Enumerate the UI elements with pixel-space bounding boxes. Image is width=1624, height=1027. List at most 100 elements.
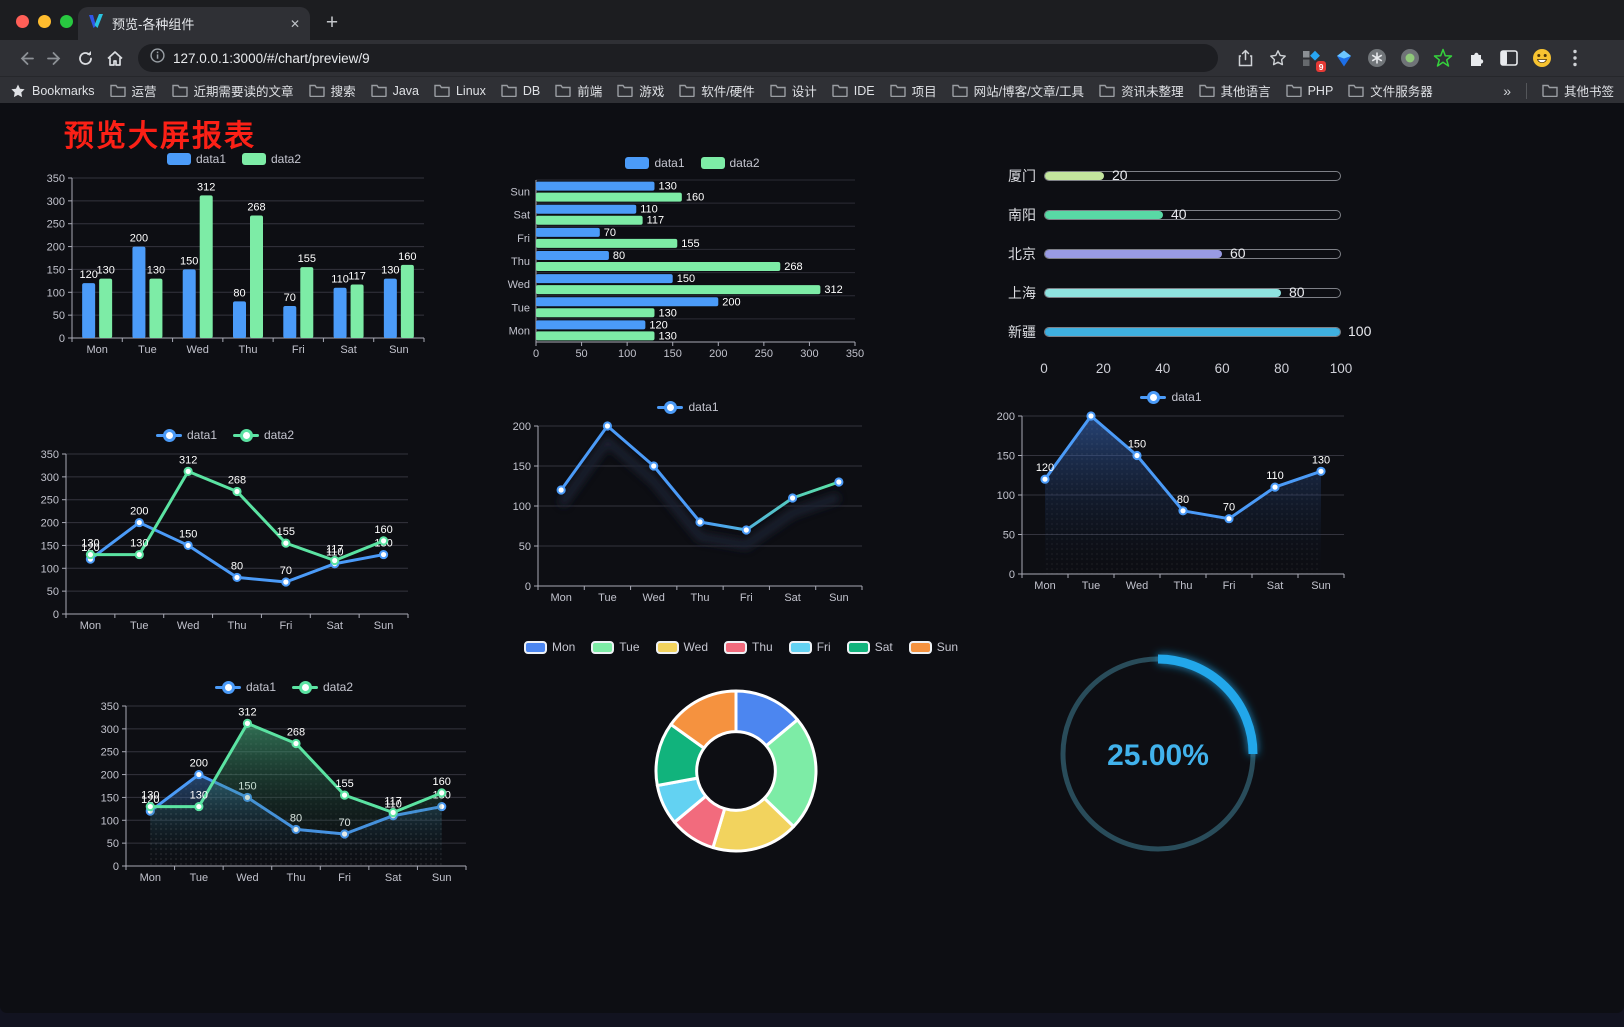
extension-star-icon[interactable] <box>1430 45 1456 71</box>
horizontal-bar-chart[interactable]: data1 data2 0 50 100 150 200 250 300 350 Sun 130 160… <box>500 152 885 364</box>
legend-item[interactable]: data2 <box>700 156 760 170</box>
legend-item[interactable]: Sat <box>846 640 893 654</box>
svg-text:80: 80 <box>233 287 245 299</box>
svg-text:Fri: Fri <box>1223 580 1236 592</box>
svg-text:130: 130 <box>381 265 399 277</box>
bookmark-item[interactable]: Java <box>370 84 419 98</box>
svg-text:312: 312 <box>824 284 842 296</box>
bookmark-star-icon[interactable] <box>1265 45 1291 71</box>
legend-item[interactable]: data1 <box>1140 390 1202 404</box>
bookmark-item[interactable]: 运营 <box>109 81 157 100</box>
bookmark-item[interactable]: 软件/硬件 <box>679 81 755 100</box>
url-text[interactable]: 127.0.0.1:3000/#/chart/preview/9 <box>173 50 370 66</box>
svg-text:100: 100 <box>101 815 119 827</box>
legend-item[interactable]: Tue <box>591 640 640 654</box>
bookmark-item[interactable]: DB <box>501 84 540 98</box>
back-button[interactable] <box>10 43 40 73</box>
progress-label: 新疆 <box>1008 323 1036 340</box>
two-series-line-chart[interactable]: data1 data2 0 50 100 150 200 250 300 350 Mon Tue Wed… <box>30 424 420 636</box>
forward-button[interactable] <box>40 43 70 73</box>
bookmark-item[interactable]: 文件服务器 <box>1348 81 1433 100</box>
bookmark-item[interactable]: 其他语言 <box>1198 81 1271 100</box>
legend-item[interactable]: data2 <box>292 680 353 694</box>
new-tab-button[interactable]: + <box>325 11 339 34</box>
svg-text:50: 50 <box>53 310 65 322</box>
donut-chart[interactable]: Mon Tue Wed Thu Fri Sat Sun <box>523 636 958 868</box>
svg-text:80: 80 <box>613 250 625 262</box>
bookmark-item[interactable]: 网站/博客/文章/工具 <box>951 81 1084 100</box>
svg-text:Tue: Tue <box>1082 580 1101 592</box>
svg-text:312: 312 <box>179 454 197 466</box>
legend-item[interactable]: data1 <box>155 428 217 442</box>
progress-bar-chart[interactable]: 厦门 20 南阳 40 北京 60 上海 80 新疆 100 0 20 40 60 80 100 <box>990 152 1374 384</box>
legend-item[interactable]: Mon <box>523 640 575 654</box>
site-info-icon[interactable] <box>150 48 165 68</box>
svg-text:Thu: Thu <box>239 344 258 356</box>
bookmark-item[interactable]: 近期需要读的文章 <box>171 81 294 100</box>
bookmark-item[interactable]: IDE <box>832 84 875 98</box>
svg-text:130: 130 <box>147 265 165 277</box>
extension-record-icon[interactable] <box>1397 45 1423 71</box>
folder-icon <box>171 84 188 97</box>
extension-grid-icon[interactable]: 9 <box>1298 45 1326 72</box>
zoom-window-button[interactable] <box>60 15 73 28</box>
legend-item[interactable]: Thu <box>724 640 773 654</box>
bookmark-item[interactable]: 游戏 <box>617 81 664 100</box>
folder-icon <box>1099 84 1115 97</box>
folder-icon <box>679 84 695 97</box>
svg-text:Sun: Sun <box>1311 580 1331 592</box>
svg-text:Mon: Mon <box>1034 580 1055 592</box>
gradient-line-chart[interactable]: data1 0 50 100 150 200 Mon Tue Wed Thu Fri Sat Sun <box>502 396 874 608</box>
legend-item[interactable]: data1 <box>214 680 276 694</box>
bookmark-item[interactable]: 搜索 <box>308 81 356 100</box>
legend-item[interactable]: data1 <box>657 400 719 414</box>
bookmark-item[interactable]: 项目 <box>889 81 937 100</box>
share-icon[interactable] <box>1232 45 1258 71</box>
bookmark-item[interactable]: 设计 <box>770 81 817 100</box>
reload-button[interactable] <box>70 43 100 73</box>
bookmark-item[interactable]: Linux <box>434 84 486 98</box>
browser-tab[interactable]: 预览-各种组件 ✕ <box>78 7 310 40</box>
bookmarks-overflow-chevron[interactable]: » <box>1503 82 1511 99</box>
svg-text:50: 50 <box>1003 530 1015 542</box>
gauge-chart[interactable]: 25.00% <box>1048 644 1268 864</box>
extension-asterisk-icon[interactable] <box>1364 45 1390 71</box>
svg-text:0: 0 <box>53 609 59 621</box>
close-window-button[interactable] <box>16 15 29 28</box>
extensions-puzzle-icon[interactable] <box>1463 45 1489 71</box>
svg-text:Fri: Fri <box>740 592 753 604</box>
emoji-extension-icon[interactable] <box>1529 45 1555 71</box>
svg-text:Mon: Mon <box>86 344 107 356</box>
legend-item[interactable]: Fri <box>788 640 831 654</box>
other-bookmarks[interactable]: 其他书签 <box>1542 81 1614 100</box>
legend-swatch-icon <box>655 640 679 654</box>
sidebar-icon[interactable] <box>1496 45 1522 71</box>
legend-item[interactable]: data1 <box>166 152 226 166</box>
svg-text:120: 120 <box>141 794 159 806</box>
menu-icon[interactable] <box>1562 45 1588 71</box>
folder-icon <box>770 84 786 97</box>
svg-text:80: 80 <box>231 560 243 572</box>
legend-swatch-icon <box>591 640 615 654</box>
legend-item[interactable]: data2 <box>242 152 301 166</box>
minimize-window-button[interactable] <box>38 15 51 28</box>
bookmark-item[interactable]: 前端 <box>555 81 602 100</box>
legend-label: data2 <box>271 152 302 166</box>
bookmark-item[interactable]: 资讯未整理 <box>1099 81 1184 100</box>
tab-close-icon[interactable]: ✕ <box>289 16 300 31</box>
legend-item[interactable]: data1 <box>625 156 685 170</box>
legend-line-icon <box>214 680 241 694</box>
toolbar: 127.0.0.1:3000/#/chart/preview/9 9 <box>0 40 1624 76</box>
legend-item[interactable]: Wed <box>655 640 708 654</box>
bookmarks-root[interactable]: Bookmarks <box>10 83 95 99</box>
svg-text:130: 130 <box>658 181 676 193</box>
legend-item[interactable]: data2 <box>233 428 294 442</box>
area-line-chart[interactable]: data1 0 50 100 150 200 Mon Tue Wed Thu Fri Sat Sun 12… <box>986 386 1356 596</box>
address-bar[interactable]: 127.0.0.1:3000/#/chart/preview/9 <box>138 44 1218 72</box>
two-series-area-chart[interactable]: data1 data2 0 50 100 150 200 250 300 350 Mon Tue Wed… <box>90 676 478 888</box>
legend-item[interactable]: Sun <box>908 640 958 654</box>
grouped-bar-chart[interactable]: data1 data2 0 50 100 150 200 250 300 350 Mon Tue Wed… <box>38 148 430 360</box>
extension-gem-icon[interactable] <box>1331 45 1357 71</box>
home-button[interactable] <box>100 43 130 73</box>
bookmark-item[interactable]: PHP <box>1285 84 1333 98</box>
